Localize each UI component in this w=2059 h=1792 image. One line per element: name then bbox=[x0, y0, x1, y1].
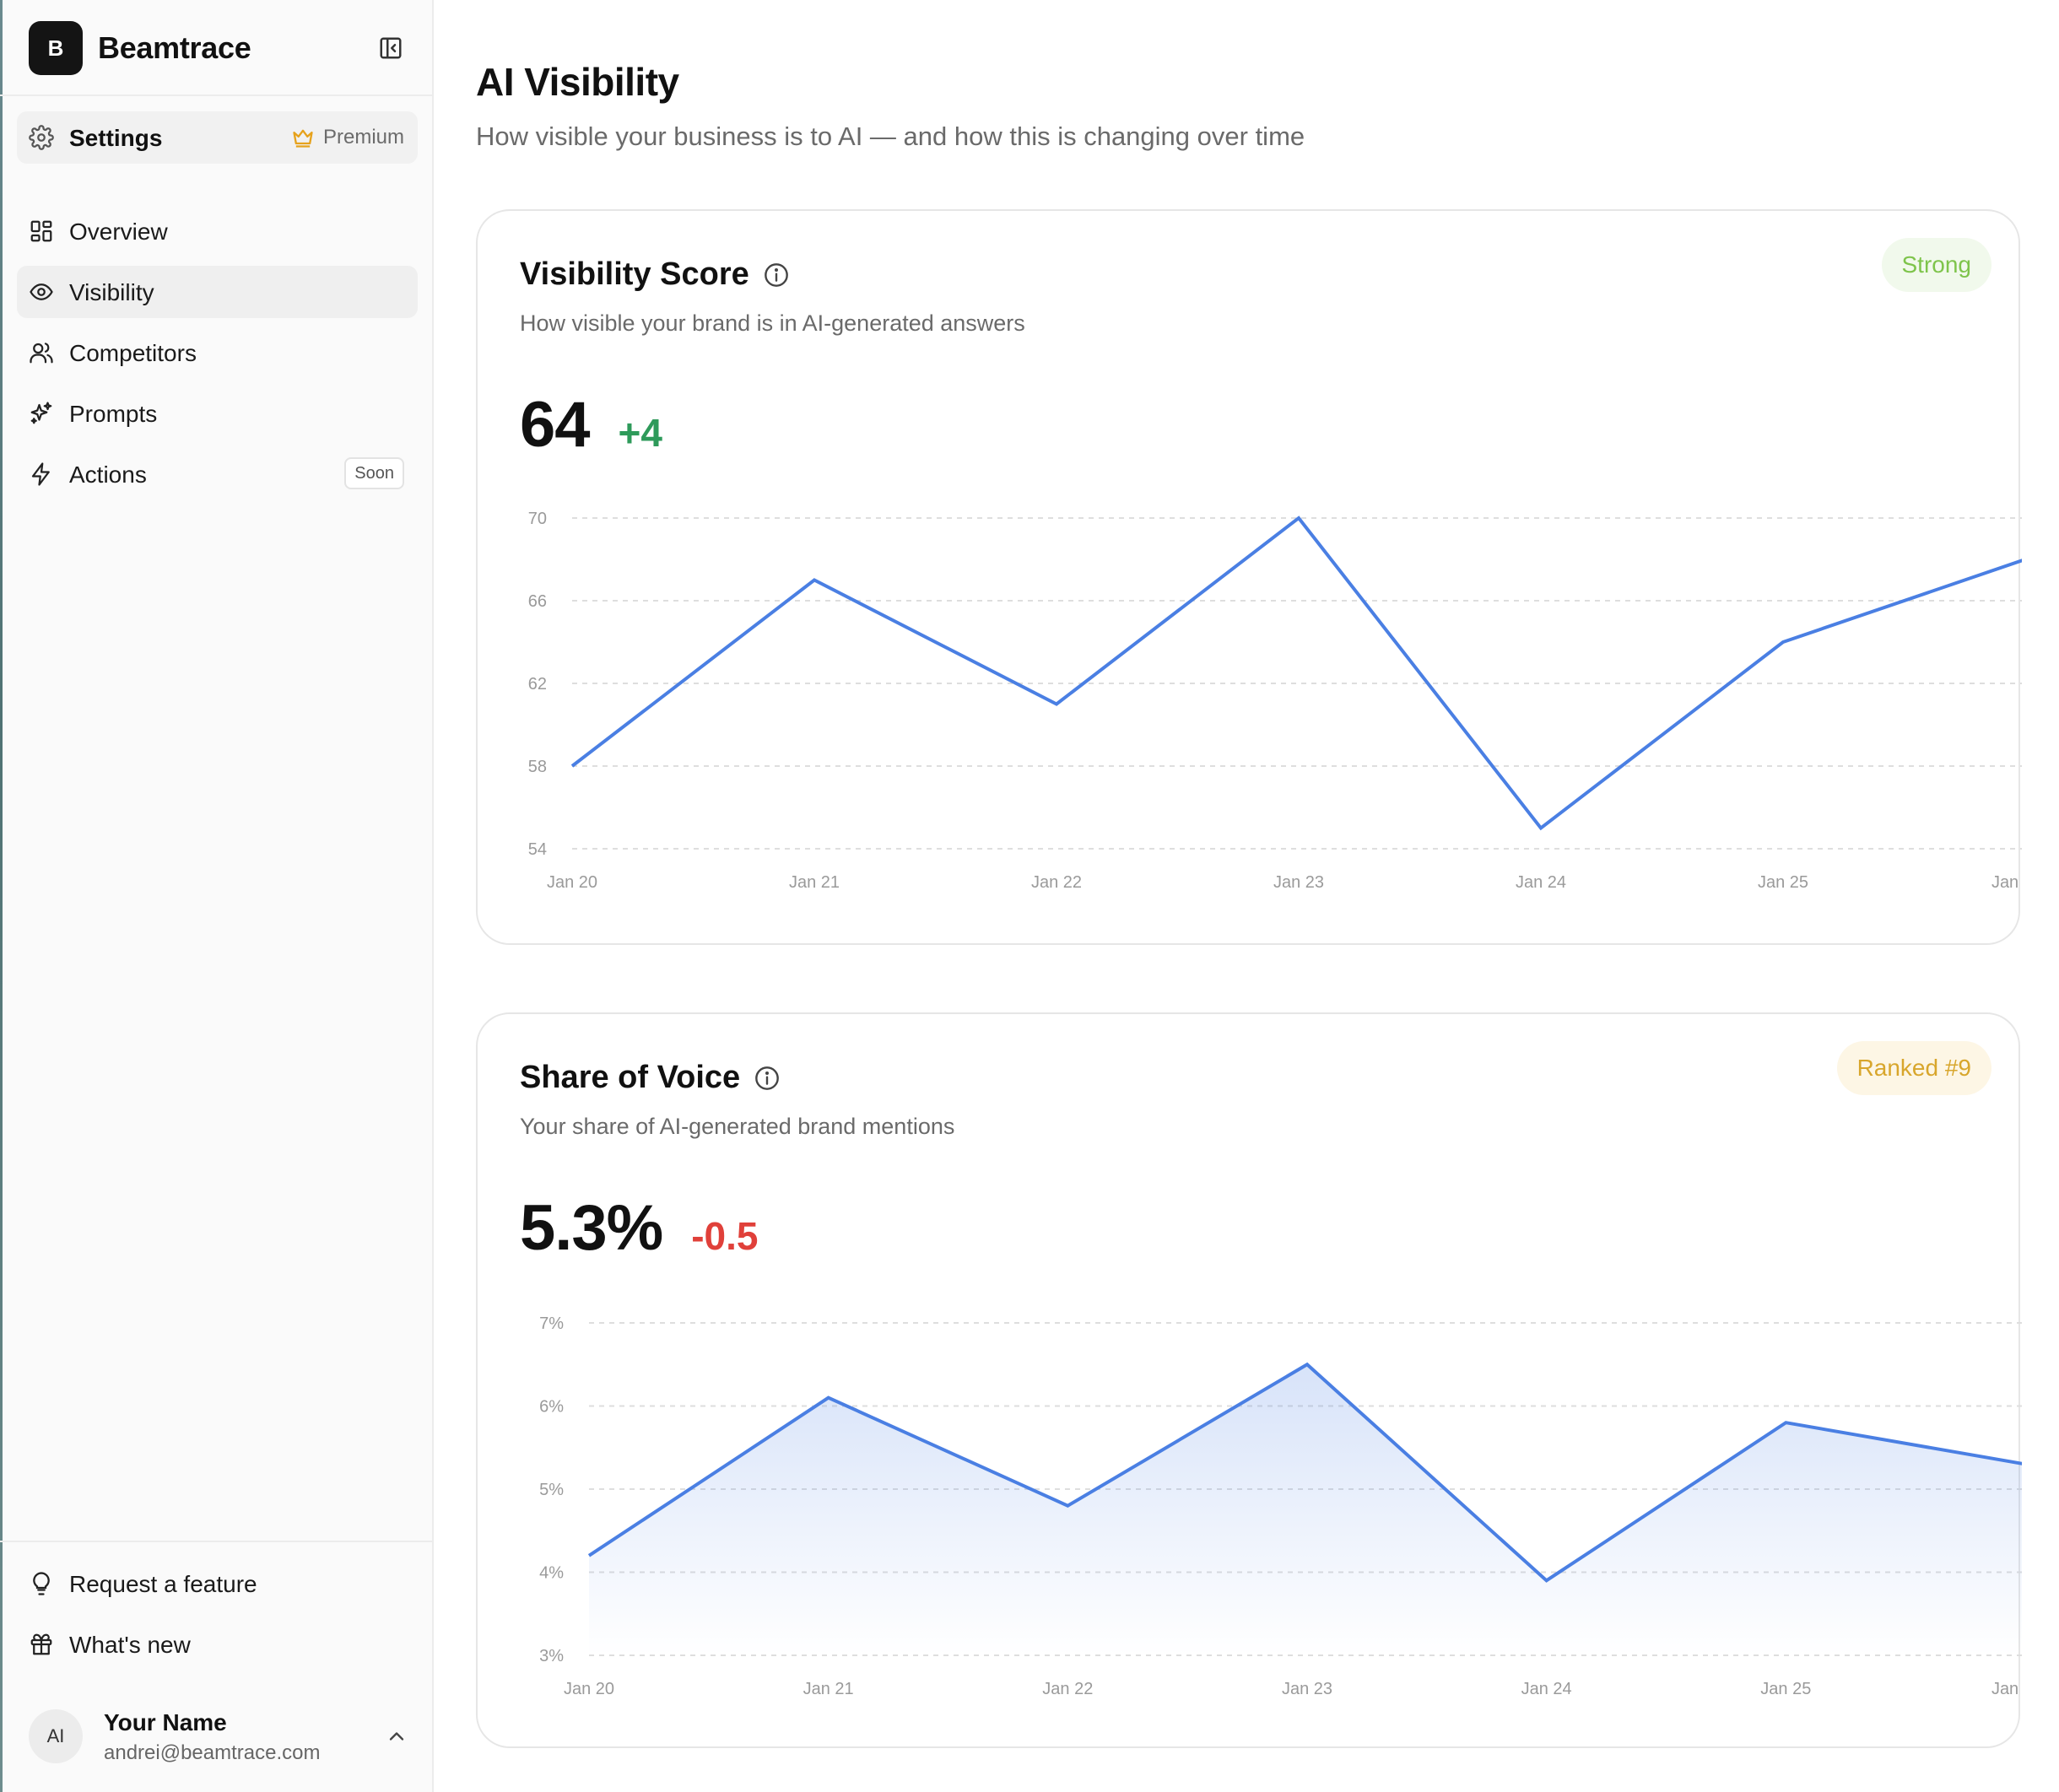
sidebar-item-label: Visibility bbox=[69, 279, 154, 305]
users-icon bbox=[30, 343, 53, 364]
gear-icon bbox=[29, 125, 54, 150]
sidebar-item-competitors[interactable]: Competitors bbox=[17, 327, 418, 379]
card-title: Visibility Score bbox=[520, 256, 790, 293]
y-tick-label: 4% bbox=[539, 1564, 564, 1583]
sidebar: B Beamtrace Settings Premium Overview bbox=[0, 0, 434, 1792]
user-menu[interactable]: AI Your Name andrei@beamtrace.com bbox=[29, 1703, 417, 1770]
area-fill bbox=[589, 1364, 2022, 1655]
status-badge: Strong bbox=[1881, 238, 1991, 292]
metric: 5.3% -0.5 bbox=[520, 1191, 759, 1265]
x-tick-label: Jan 25 bbox=[1758, 873, 1808, 892]
x-tick-label: Jan 26 bbox=[1991, 1680, 2022, 1698]
x-tick-label: Jan 20 bbox=[564, 1680, 614, 1698]
sidebar-collapse-icon bbox=[380, 37, 402, 59]
x-tick-label: Jan 24 bbox=[1521, 1680, 1572, 1698]
card-subtitle: Your share of AI-generated brand mention… bbox=[520, 1114, 955, 1139]
y-tick-label: 66 bbox=[528, 592, 547, 611]
x-tick-label: Jan 24 bbox=[1516, 873, 1566, 892]
chevron-up-icon bbox=[389, 1732, 404, 1741]
y-tick-label: 54 bbox=[528, 840, 547, 859]
sidebar-item-settings[interactable]: Settings Premium bbox=[17, 111, 418, 164]
info-icon[interactable] bbox=[763, 262, 790, 289]
sidebar-collapse-button[interactable] bbox=[376, 34, 405, 62]
sidebar-item-label: What's new bbox=[69, 1632, 191, 1658]
window-edge bbox=[0, 0, 3, 1792]
y-tick-label: 3% bbox=[539, 1647, 564, 1665]
share-of-voice-card: Share of Voice Your share of AI-generate… bbox=[476, 1012, 2022, 1748]
rank-badge: Ranked #9 bbox=[1836, 1041, 1991, 1095]
sidebar-item-request-feature[interactable]: Request a feature bbox=[17, 1557, 418, 1610]
x-tick-label: Jan 21 bbox=[789, 873, 840, 892]
sidebar-item-label: Request a feature bbox=[69, 1571, 257, 1597]
x-tick-label: Jan 25 bbox=[1760, 1680, 1811, 1698]
sidebar-item-whats-new[interactable]: What's new bbox=[17, 1618, 418, 1671]
card-title-text: Share of Voice bbox=[520, 1060, 741, 1095]
sidebar-item-actions[interactable]: Actions Soon bbox=[17, 448, 418, 500]
card-title-text: Visibility Score bbox=[520, 256, 749, 292]
y-tick-label: 6% bbox=[539, 1398, 564, 1417]
user-name: Your Name bbox=[104, 1709, 227, 1735]
premium-label: Premium bbox=[322, 126, 404, 148]
share-of-voice-chart: 7% 6% 5% 4% 3%Jan 20 Jan 21 Jan 22 Jan 23 Jan 24… bbox=[539, 1314, 2022, 1698]
metric-value: 5.3% bbox=[520, 1192, 663, 1264]
y-tick-label: 5% bbox=[539, 1481, 564, 1499]
y-tick-label: 7% bbox=[539, 1314, 564, 1333]
x-tick-label: Jan 23 bbox=[1273, 873, 1324, 892]
y-tick-label: 62 bbox=[528, 675, 547, 694]
sparkles-icon bbox=[30, 402, 52, 424]
settings-label: Settings bbox=[69, 125, 163, 151]
page-subtitle: How visible your business is to AI — and… bbox=[476, 121, 1305, 151]
x-tick-label: Jan 26 bbox=[1991, 873, 2022, 892]
avatar: AI bbox=[29, 1709, 83, 1763]
brand-logo: B bbox=[29, 21, 83, 75]
grid-icon bbox=[30, 220, 52, 242]
eye-icon bbox=[30, 283, 53, 300]
sidebar-item-label: Actions bbox=[69, 461, 147, 488]
x-tick-label: Jan 23 bbox=[1282, 1680, 1332, 1698]
gift-icon bbox=[30, 1633, 52, 1655]
x-tick-label: Jan 20 bbox=[547, 873, 597, 892]
bolt-icon bbox=[31, 462, 50, 486]
sidebar-item-label: Overview bbox=[69, 219, 168, 245]
x-tick-label: Jan 22 bbox=[1042, 1680, 1093, 1698]
x-tick-label: Jan 22 bbox=[1031, 873, 1082, 892]
page-title: AI Visibility bbox=[476, 60, 679, 104]
info-icon[interactable] bbox=[754, 1065, 781, 1092]
soon-badge: Soon bbox=[344, 457, 404, 489]
metric-value: 64 bbox=[520, 389, 591, 461]
y-tick-label: 70 bbox=[528, 510, 547, 528]
sidebar-item-visibility[interactable]: Visibility bbox=[17, 266, 418, 318]
sidebar-item-overview[interactable]: Overview bbox=[17, 205, 418, 257]
brand[interactable]: B Beamtrace bbox=[29, 21, 251, 75]
sidebar-item-prompts[interactable]: Prompts bbox=[17, 387, 418, 440]
metric-delta: +4 bbox=[618, 411, 662, 455]
sidebar-divider bbox=[0, 94, 434, 96]
premium-badge: Premium bbox=[291, 126, 404, 149]
crown-icon bbox=[293, 129, 313, 148]
brand-name: Beamtrace bbox=[98, 30, 251, 65]
sidebar-item-label: Prompts bbox=[69, 401, 158, 427]
lightbulb-icon bbox=[33, 1572, 50, 1595]
series-line bbox=[570, 515, 2022, 831]
card-subtitle: How visible your brand is in AI-generate… bbox=[520, 310, 1025, 336]
sidebar-divider bbox=[0, 1541, 434, 1542]
main-content: AI Visibility How visible your business … bbox=[434, 0, 2059, 1792]
sidebar-item-label: Competitors bbox=[69, 340, 197, 366]
user-email: andrei@beamtrace.com bbox=[104, 1741, 321, 1764]
y-tick-label: 58 bbox=[528, 758, 547, 776]
metric: 64 +4 bbox=[520, 388, 662, 461]
x-tick-label: Jan 21 bbox=[803, 1680, 854, 1698]
metric-delta: -0.5 bbox=[691, 1214, 759, 1258]
visibility-score-card: Visibility Score How visible your brand … bbox=[476, 209, 2022, 945]
card-title: Share of Voice bbox=[520, 1060, 781, 1096]
